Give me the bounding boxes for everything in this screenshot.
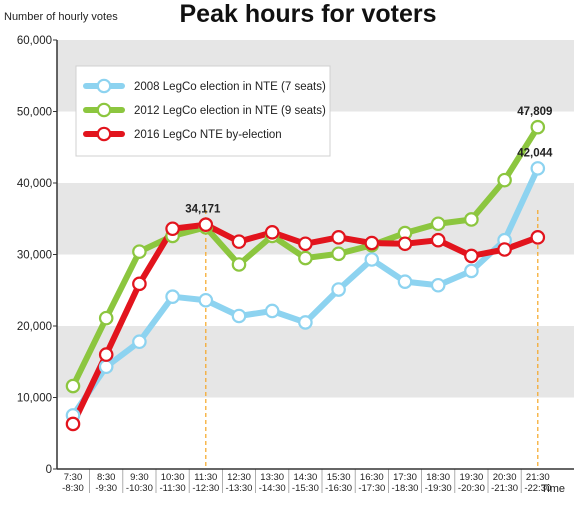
data-point	[397, 274, 413, 289]
data-point	[264, 303, 280, 319]
data-point	[298, 315, 313, 330]
x-tick-label: 9:30 -10:30	[126, 472, 153, 494]
y-tick-label: 50,000	[17, 107, 52, 119]
background-bands	[57, 40, 574, 398]
data-point	[331, 246, 346, 262]
data-point	[331, 230, 346, 245]
x-tick-label: 14:30 -15:30	[292, 472, 319, 494]
data-label: 42,044	[517, 147, 553, 159]
data-point	[530, 161, 546, 176]
data-point	[364, 252, 380, 267]
data-point	[198, 292, 214, 308]
y-tick-label: 60,000	[17, 35, 52, 47]
data-point	[231, 308, 247, 324]
data-point	[430, 216, 446, 232]
data-point	[165, 289, 180, 304]
x-tick-label: 12:30 -13:30	[226, 472, 253, 494]
data-point	[430, 277, 446, 293]
x-tick-label: 15:30 -16:30	[325, 472, 352, 494]
data-point	[497, 242, 512, 257]
data-label: 47,809	[517, 106, 552, 118]
data-point	[264, 225, 280, 240]
data-point	[231, 257, 247, 272]
data-point	[132, 244, 147, 259]
data-point	[98, 359, 114, 375]
y-axis-ticks: 0 10,000 20,000 30,000 40,000 50,000 60,000	[17, 35, 57, 476]
x-tick-label: 17:30 -18:30	[392, 472, 419, 494]
data-point	[530, 230, 546, 245]
legend-label: 2012 LegCo election in NTE (9 seats)	[134, 105, 326, 117]
x-tick-label: 19:30 -20:30	[458, 472, 485, 494]
data-point	[132, 334, 147, 350]
data-point	[464, 212, 479, 227]
x-tick-label: 13:30 -14:30	[259, 472, 286, 494]
y-tick-label: 30,000	[17, 250, 52, 262]
legend-swatch-marker	[96, 126, 112, 142]
reference-lines	[205, 210, 539, 469]
data-point	[298, 250, 313, 266]
data-label: 34,171	[185, 204, 221, 216]
y-axis-label: Number of hourly votes	[4, 11, 118, 23]
data-point	[231, 234, 247, 249]
data-point	[430, 232, 446, 248]
data-point	[331, 282, 346, 297]
data-point	[530, 119, 546, 135]
legend: 2008 LegCo election in NTE (7 seats) 2012…	[75, 65, 331, 157]
x-tick-label: 18:30 -19:30	[425, 472, 452, 494]
legend-label: 2008 LegCo election in NTE (7 seats)	[134, 81, 326, 93]
x-tick-label: 20:30 -21:30	[491, 472, 518, 494]
data-point	[464, 248, 479, 264]
y-tick-label: 20,000	[17, 321, 52, 333]
data-point	[98, 347, 114, 362]
data-point	[98, 310, 114, 326]
data-point	[364, 235, 380, 251]
data-point	[397, 236, 413, 252]
chart-title: Peak hours for voters	[179, 0, 436, 28]
x-tick-label: 10:30 -11:30	[159, 472, 185, 494]
legend-swatch-marker	[96, 78, 112, 94]
data-point	[165, 221, 180, 237]
y-tick-label: 10,000	[17, 393, 52, 405]
data-point	[298, 236, 313, 252]
y-tick-label: 0	[46, 464, 52, 476]
data-labels: 34,171 47,809 42,044	[185, 106, 553, 216]
x-axis-ticks: 7:30 -8:30 8:30 -9:30 9:30 -10:30 10:30 -11:30 1…	[62, 469, 551, 494]
data-point	[464, 263, 479, 279]
data-point	[497, 172, 512, 188]
data-point	[132, 276, 147, 292]
x-tick-label: 11:30 -12:30	[192, 472, 219, 494]
x-tick-label: 16:30 -17:30	[358, 472, 385, 494]
x-tick-label: 7:30 -8:30	[62, 472, 84, 494]
data-point	[65, 378, 81, 394]
x-tick-label: 8:30 -9:30	[95, 472, 117, 494]
data-point	[65, 416, 81, 432]
y-tick-label: 40,000	[17, 178, 52, 190]
series-group	[65, 119, 546, 432]
legend-swatch-marker	[96, 102, 112, 118]
data-point	[198, 217, 214, 232]
legend-label: 2016 LegCo NTE by-election	[134, 129, 282, 141]
x-axis-label: Time	[541, 483, 565, 495]
x-tick-label: 21:30 -22:30	[524, 472, 551, 494]
